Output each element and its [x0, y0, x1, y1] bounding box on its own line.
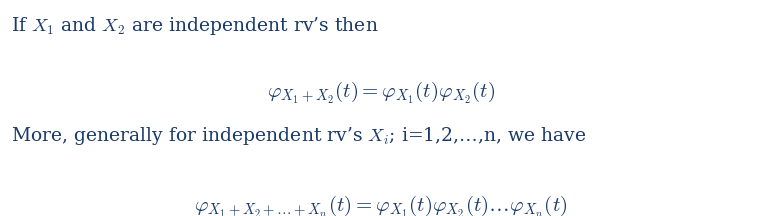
Text: If $X_1$ and $X_2$ are independent rv’s then: If $X_1$ and $X_2$ are independent rv’s … — [11, 15, 379, 37]
Text: $\varphi_{X_1+X_2+\ldots+X_n}(t) = \varphi_{X_1}(t)\varphi_{X_2}(t)\ldots\varphi: $\varphi_{X_1+X_2+\ldots+X_n}(t) = \varp… — [194, 194, 568, 216]
Text: $\varphi_{X_1+X_2}(t) = \varphi_{X_1}(t)\varphi_{X_2}(t)$: $\varphi_{X_1+X_2}(t) = \varphi_{X_1}(t)… — [267, 80, 495, 106]
Text: More, generally for independent rv’s $X_i$; i=1,2,…,n, we have: More, generally for independent rv’s $X_… — [11, 125, 587, 147]
